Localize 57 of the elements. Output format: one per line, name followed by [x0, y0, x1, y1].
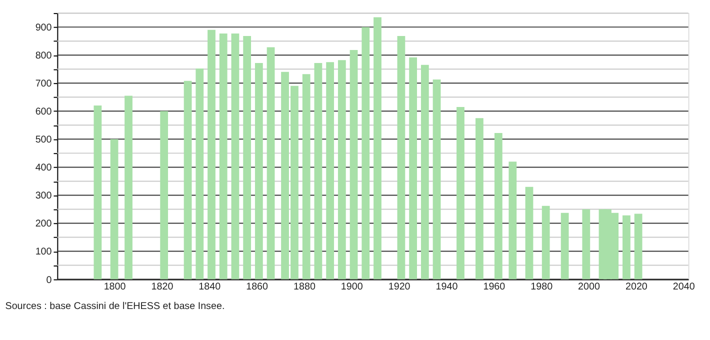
- x-tick-label: 1820: [151, 282, 174, 293]
- y-tick-label: 100: [35, 246, 52, 258]
- bar: [542, 206, 550, 280]
- bar: [508, 162, 517, 280]
- bar: [560, 212, 569, 280]
- bar: [243, 36, 252, 280]
- bar: [254, 62, 263, 280]
- bar: [196, 68, 204, 280]
- y-tick-label: 600: [35, 106, 52, 118]
- bar: [326, 62, 334, 280]
- bar: [494, 133, 502, 280]
- bar: [160, 111, 168, 280]
- bar: [409, 57, 418, 280]
- x-tick-label: 2000: [578, 282, 600, 293]
- bar: [110, 139, 118, 280]
- bar: [582, 209, 590, 280]
- y-tick-label: 0: [46, 274, 52, 286]
- x-tick-label: 1800: [104, 282, 126, 293]
- bar: [314, 62, 322, 280]
- x-tick-label: 2020: [625, 282, 648, 293]
- y-tick-label: 800: [35, 50, 52, 62]
- x-tick-label: 1920: [388, 282, 411, 293]
- bar: [622, 215, 630, 280]
- bar: [420, 64, 429, 280]
- bar: [219, 34, 228, 280]
- x-tick-label: 1840: [198, 282, 222, 293]
- x-tick-label: 1960: [483, 282, 506, 293]
- x-tick-label: 2040: [672, 282, 696, 293]
- x-tick-label: 1940: [436, 282, 458, 293]
- y-tick-label: 200: [35, 218, 52, 230]
- bar: [634, 214, 642, 280]
- bar: [338, 60, 346, 280]
- bar: [231, 34, 240, 280]
- bar: [350, 50, 358, 280]
- bar: [432, 79, 441, 280]
- bar: [266, 47, 275, 280]
- bar: [456, 106, 464, 280]
- y-tick-label: 500: [35, 134, 52, 146]
- bar: [374, 17, 382, 280]
- bar: [94, 106, 102, 280]
- source-note: Sources : base Cassini de l'EHESS et base Insee.: [5, 300, 225, 312]
- bar: [397, 36, 406, 280]
- y-tick-label: 400: [35, 162, 52, 174]
- bar: [124, 96, 132, 280]
- x-tick-label: 1860: [246, 282, 269, 293]
- x-tick-label: 1980: [530, 282, 554, 293]
- bar: [302, 74, 310, 280]
- y-tick-label: 700: [35, 78, 52, 90]
- bar: [476, 118, 484, 280]
- x-tick-label: 1880: [294, 282, 316, 293]
- x-tick-label: 1900: [340, 282, 364, 293]
- bar: [208, 30, 216, 280]
- bar: [525, 186, 534, 280]
- bar: [362, 27, 370, 280]
- bar: [184, 80, 192, 280]
- y-tick-label: 300: [35, 190, 52, 202]
- y-tick-label: 900: [35, 22, 52, 34]
